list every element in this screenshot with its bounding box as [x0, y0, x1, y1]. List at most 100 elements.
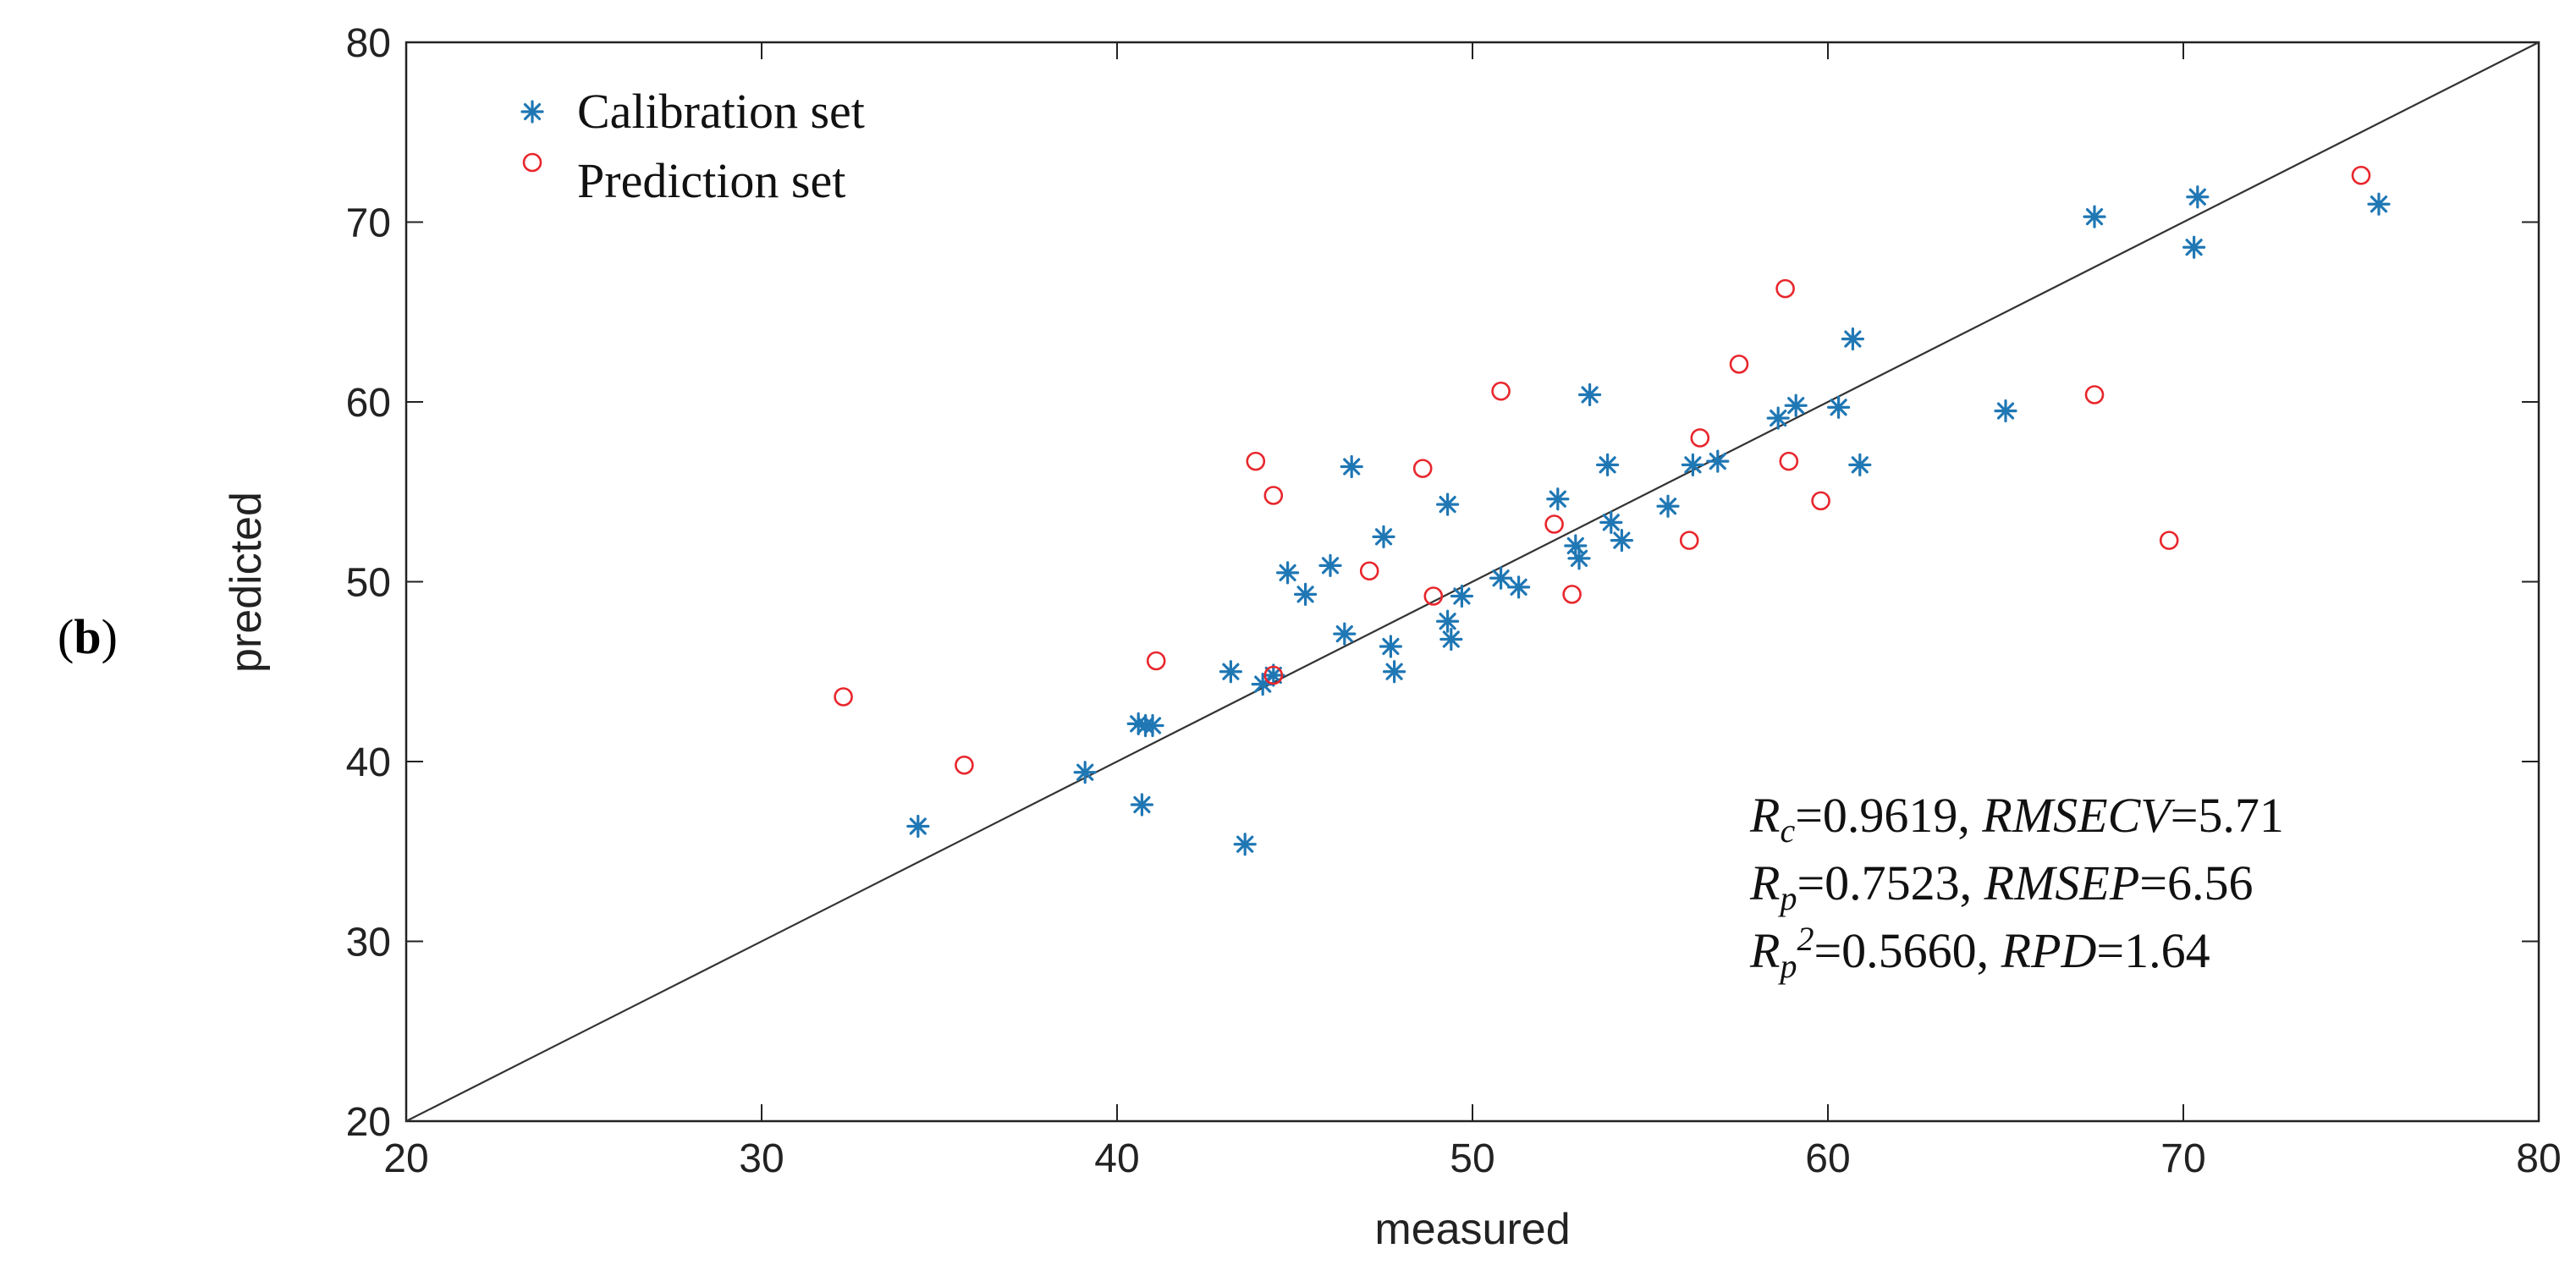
calibration-point: [1546, 487, 1570, 511]
x-axis-label: measured: [1374, 1205, 1570, 1254]
ann2-metric-val: =6.56: [2139, 855, 2253, 910]
y-tick-label: 30: [346, 921, 391, 965]
ann3-r-val: =0.5660,: [1814, 923, 2001, 978]
calibration-point: [1506, 575, 1531, 599]
x-tick-label: 80: [2516, 1136, 2561, 1181]
calibration-point: [1681, 453, 1705, 476]
calibration-point: [1848, 453, 1872, 476]
calibration-point: [1577, 382, 1602, 407]
calibration-point: [1766, 406, 1790, 430]
calibration-point: [1262, 663, 1285, 687]
prediction-point: [1729, 355, 1749, 374]
y-tick-label: 20: [346, 1100, 391, 1145]
prediction-point: [1690, 428, 1710, 448]
calibration-point: [1340, 454, 1363, 479]
prediction-point: [1562, 585, 1582, 604]
ann3-r: R: [1749, 923, 1780, 978]
calibration-point: [1656, 494, 1680, 518]
legend: Calibration set Prediction set: [520, 84, 865, 208]
prediction-point: [2084, 385, 2105, 404]
panel-label-open: (: [58, 609, 74, 664]
x-tick-label: 60: [1805, 1136, 1850, 1181]
calibration-point: [1293, 582, 1318, 606]
calibration-point: [1450, 584, 1474, 608]
prediction-point: [834, 687, 853, 707]
calibration-point: [2083, 205, 2106, 228]
prediction-point: [1544, 514, 1564, 534]
ann2-r: R: [1749, 855, 1780, 910]
calibration-point: [1333, 622, 1357, 646]
calibration-point: [1435, 609, 1460, 633]
prediction-point: [955, 755, 974, 775]
calibration-point: [1318, 553, 1342, 577]
y-tick-label: 40: [346, 740, 391, 785]
x-tick-label: 30: [739, 1136, 784, 1181]
calibration-point: [1141, 713, 1164, 738]
legend-calibration-marker: [520, 100, 544, 124]
reference-line-y-equals-x: [405, 41, 2540, 1122]
calibration-point: [2367, 192, 2391, 216]
prediction-point: [1679, 531, 1699, 550]
calibration-point: [1827, 395, 1851, 419]
y-tick-label: 70: [346, 201, 391, 246]
y-tick-label: 80: [346, 21, 391, 66]
prediction-point: [1246, 451, 1266, 471]
calibration-point: [1382, 660, 1406, 684]
prediction-point: [1263, 486, 1284, 505]
calibration-point: [1784, 393, 1808, 417]
calibration-point: [1706, 449, 1730, 473]
calibration-point: [1435, 492, 1460, 516]
legend-prediction-label: Prediction set: [577, 153, 845, 208]
ann1-metric: RMSECV: [1981, 788, 2176, 843]
calibration-point: [1372, 525, 1395, 548]
data-points: [834, 165, 2391, 856]
legend-calibration-label: Calibration set: [577, 84, 865, 139]
x-tick-label: 50: [1450, 1136, 1494, 1181]
calibration-point: [1439, 627, 1463, 652]
calibration-point: [1841, 327, 1864, 351]
y-tick-label: 50: [346, 561, 391, 606]
prediction-point: [1779, 451, 1799, 471]
x-tick-label: 20: [383, 1136, 428, 1181]
ann2-r-sub: p: [1777, 879, 1797, 917]
prediction-point: [1412, 459, 1433, 478]
calibration-point: [1489, 566, 1513, 590]
legend-prediction-marker: [522, 152, 542, 173]
calibration-point: [1610, 529, 1634, 553]
prediction-point: [2159, 531, 2179, 550]
prediction-point: [1775, 278, 1795, 299]
y-axis-label: predicted: [222, 492, 271, 673]
calibration-point: [1564, 534, 1588, 558]
ann1-r-val: =0.9619,: [1795, 788, 1982, 843]
prediction-point: [1811, 491, 1830, 511]
x-tick-label: 40: [1094, 1136, 1139, 1181]
y-tick-label: 60: [346, 381, 391, 426]
panel-label-close: ): [102, 609, 118, 664]
panel-label-letter: b: [74, 609, 101, 664]
calibration-point: [1233, 833, 1257, 856]
prediction-point: [1146, 651, 1166, 671]
prediction-point: [1423, 586, 1444, 606]
ann3-metric: RPD: [2001, 923, 2097, 978]
ann2-metric: RMSEP: [1984, 855, 2140, 910]
ann3-r-sup: 2: [1797, 920, 1814, 958]
prediction-point: [1359, 561, 1379, 581]
x-tick-label: 70: [2160, 1136, 2205, 1181]
calibration-point: [1595, 453, 1620, 476]
ann2-r-val: =0.7523,: [1797, 855, 1984, 910]
annotation-line-3: Rp2=0.5660, RPD=1.64: [1749, 920, 2210, 985]
calibration-point: [1567, 547, 1591, 570]
calibration-point: [1219, 660, 1243, 684]
calibration-point: [906, 814, 930, 839]
ann3-metric-val: =1.64: [2096, 923, 2210, 978]
calibration-point: [1130, 793, 1154, 817]
panel-label: (b): [58, 609, 118, 664]
ann1-metric-val: =5.71: [2171, 788, 2284, 843]
calibration-point: [1073, 761, 1097, 784]
calibration-point: [1599, 510, 1623, 534]
prediction-point: [1263, 665, 1284, 685]
calibration-point: [1379, 635, 1403, 658]
reference-line-group: [405, 41, 2540, 1122]
ann1-r: R: [1749, 788, 1780, 843]
